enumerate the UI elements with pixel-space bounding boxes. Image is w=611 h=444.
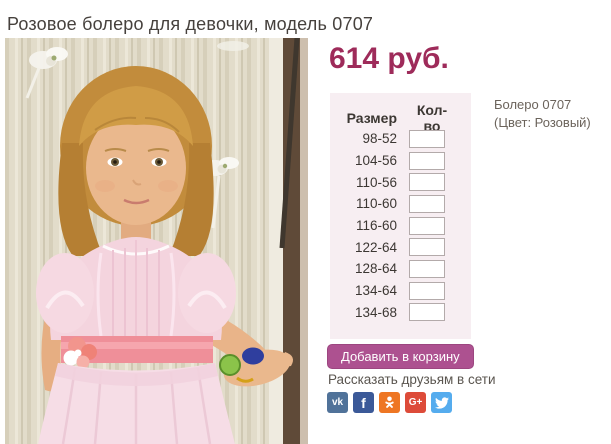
quantity-input-104-56[interactable]	[409, 151, 445, 170]
size-row: 98-52	[330, 128, 471, 150]
size-row: 110-56	[330, 171, 471, 193]
size-row: 128-64	[330, 258, 471, 280]
size-row: 116-60	[330, 215, 471, 237]
page-title: Розовое болеро для девочки, модель 0707	[7, 14, 374, 35]
size-label: 104-56	[354, 153, 397, 169]
social-share-row: vk f G+	[327, 392, 452, 413]
quantity-input-134-64[interactable]	[409, 281, 445, 300]
size-table-header: Размер Кол-во	[330, 102, 471, 134]
size-row: 104-56	[330, 150, 471, 172]
product-color-note: (Цвет: Розовый)	[494, 115, 591, 130]
size-label: 110-60	[355, 196, 397, 212]
size-row: 122-64	[330, 236, 471, 258]
add-to-cart-button[interactable]: Добавить в корзину	[327, 344, 474, 369]
quantity-input-110-56[interactable]	[409, 173, 445, 192]
quantity-input-110-60[interactable]	[409, 194, 445, 213]
size-row: 134-64	[330, 280, 471, 302]
quantity-column-header: Кол-во	[416, 101, 448, 134]
size-column-header: Размер	[346, 109, 397, 126]
google-plus-icon[interactable]: G+	[405, 392, 426, 413]
share-label: Рассказать друзьям в сети	[328, 372, 496, 387]
product-price: 614 руб.	[329, 42, 449, 75]
quantity-input-98-52[interactable]	[409, 129, 445, 148]
size-label: 134-64	[354, 283, 397, 299]
size-label: 134-68	[354, 304, 397, 320]
size-row: 134-68	[330, 302, 471, 324]
facebook-icon[interactable]: f	[353, 392, 374, 413]
twitter-icon[interactable]	[431, 392, 452, 413]
size-label: 116-60	[355, 218, 397, 234]
size-row: 110-60	[330, 193, 471, 215]
product-photo[interactable]	[5, 38, 308, 444]
odnoklassniki-icon[interactable]	[379, 392, 400, 413]
size-label: 110-56	[355, 174, 397, 190]
product-info: Болеро 0707 (Цвет: Розовый)	[494, 96, 591, 132]
vk-icon[interactable]: vk	[327, 392, 348, 413]
size-label: 98-52	[362, 131, 397, 147]
quantity-input-116-60[interactable]	[409, 216, 445, 235]
quantity-input-122-64[interactable]	[409, 238, 445, 257]
size-table-body: 98-52 104-56 110-56 110-60 116-60 122-64 128-6…	[330, 128, 471, 323]
quantity-input-128-64[interactable]	[409, 259, 445, 278]
product-name: Болеро 0707	[494, 97, 572, 112]
size-label: 122-64	[354, 239, 397, 255]
size-quantity-panel: Размер Кол-во 98-52 104-56 110-56 110-60 116…	[330, 93, 471, 339]
size-label: 128-64	[354, 261, 397, 277]
quantity-input-134-68[interactable]	[409, 303, 445, 322]
product-photo-illustration	[5, 38, 308, 444]
